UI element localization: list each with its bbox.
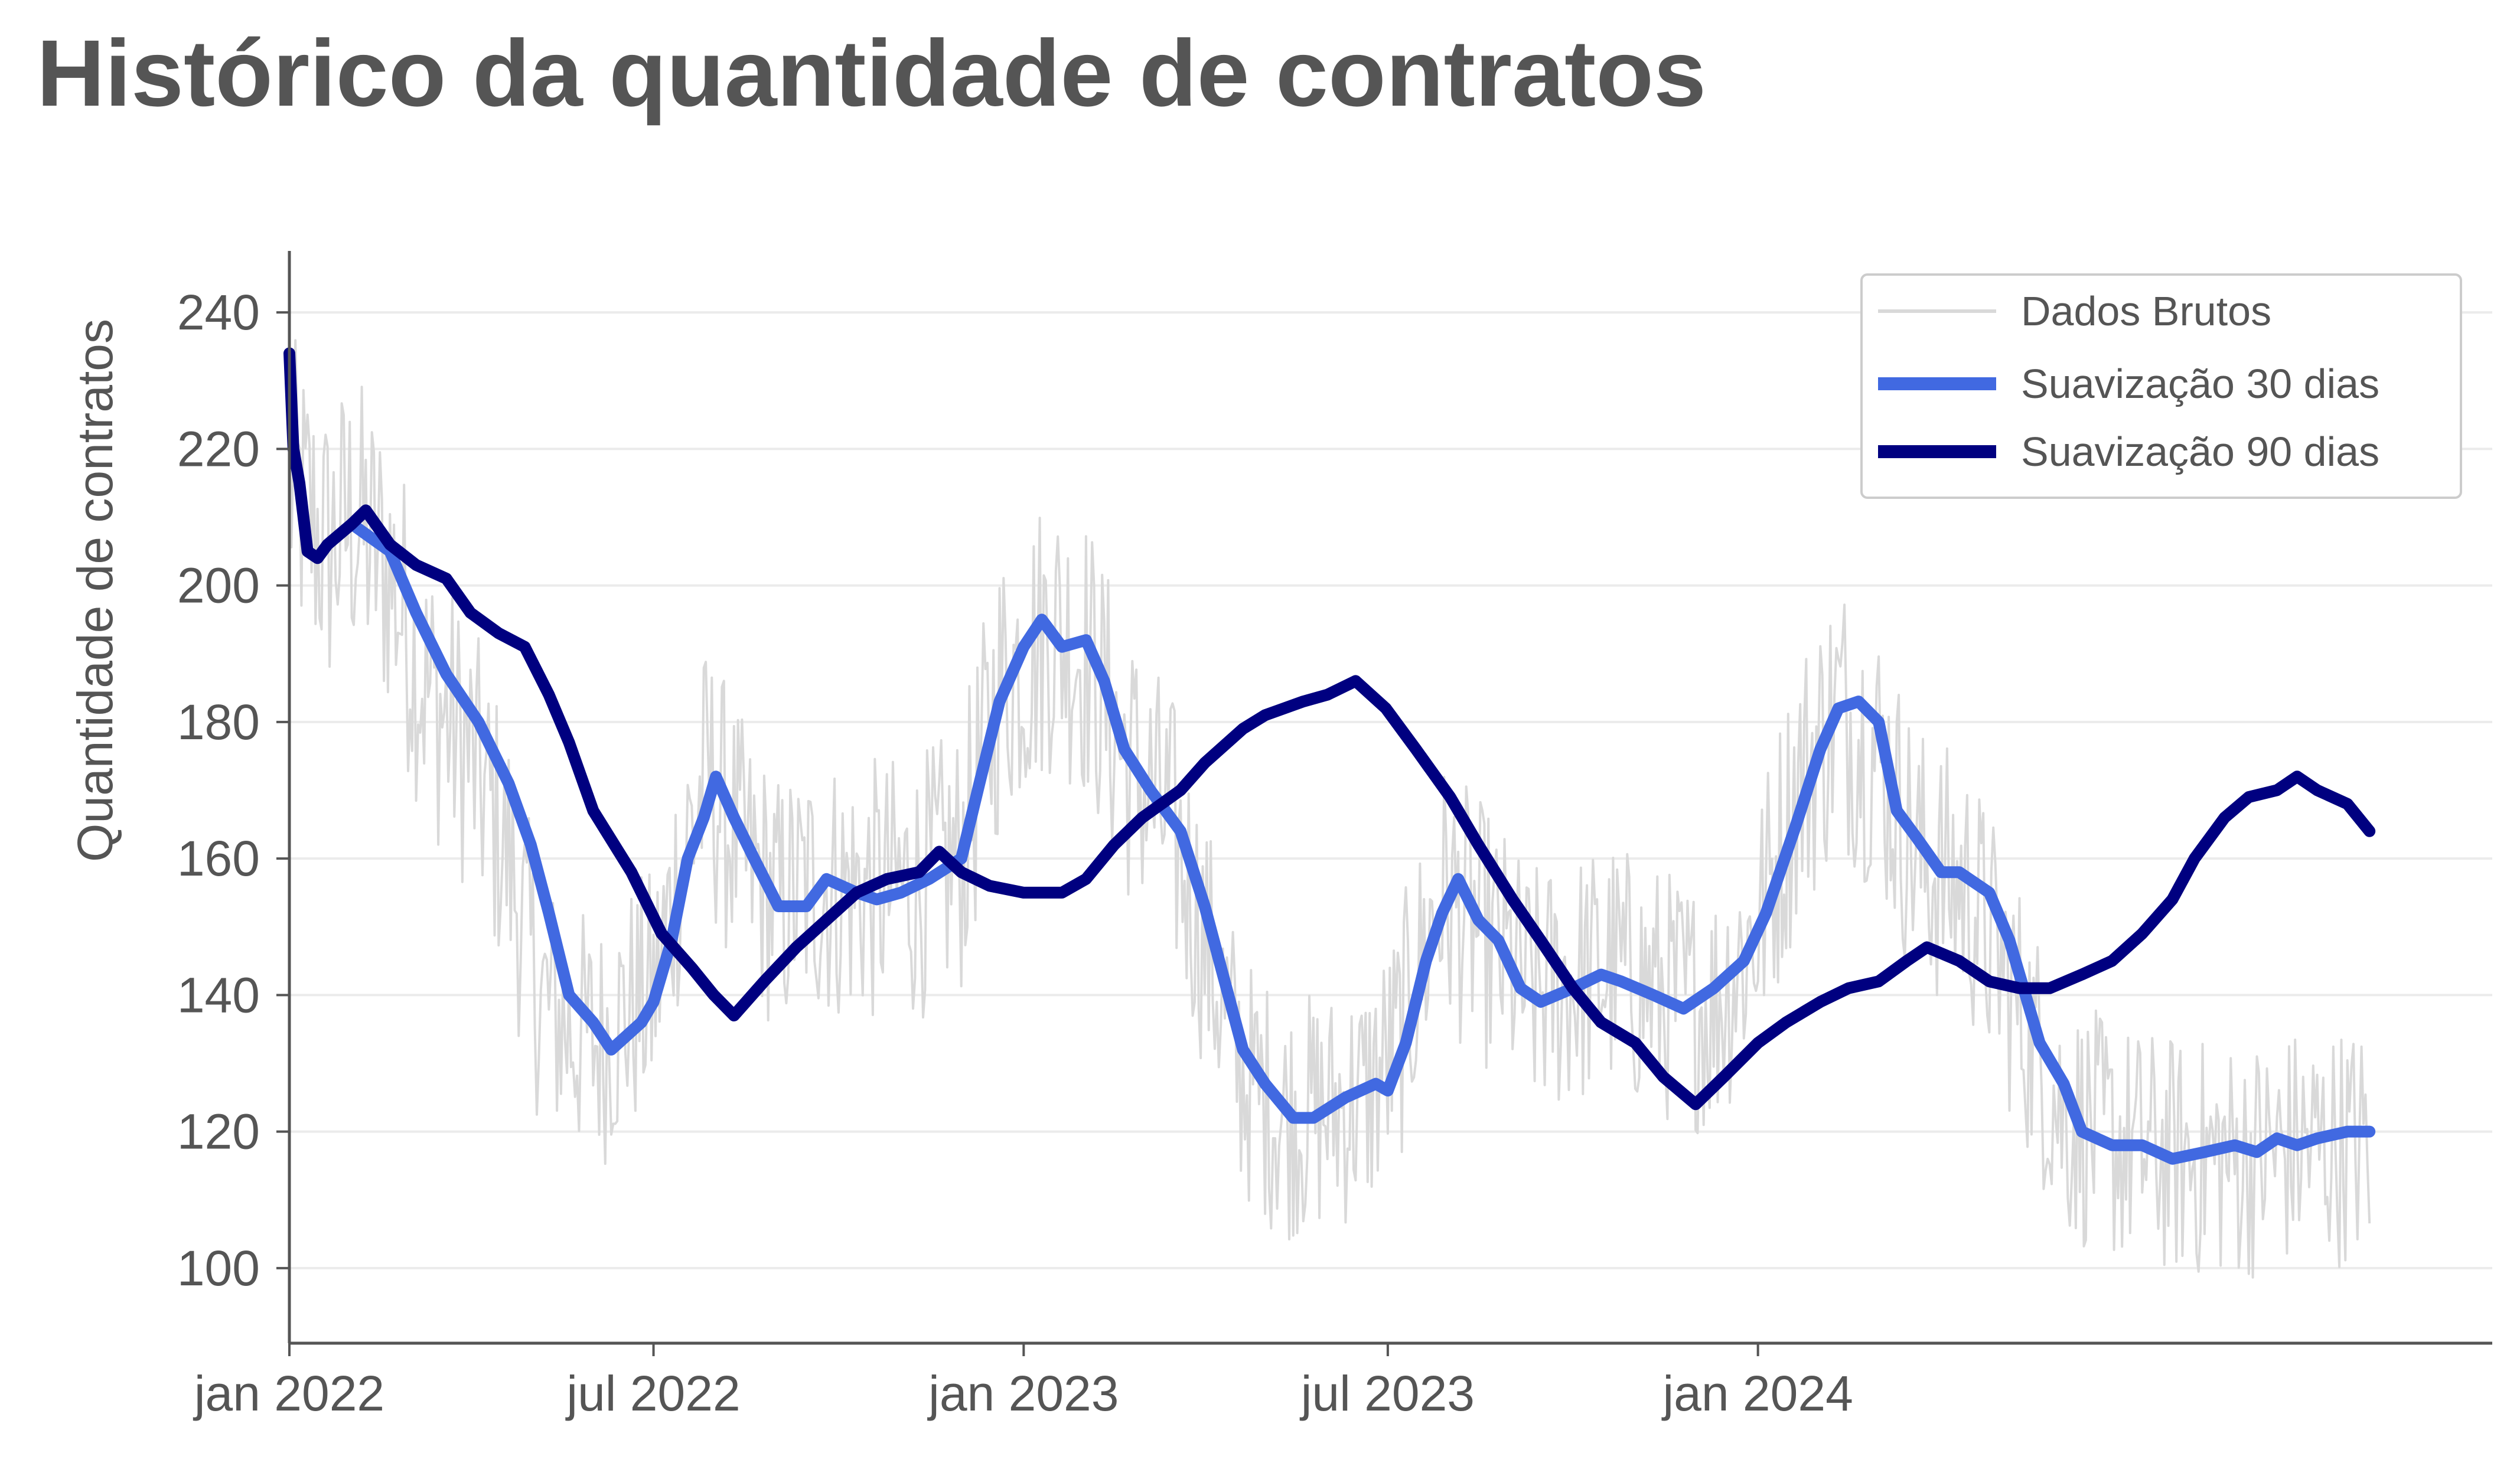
- legend-box: [1860, 273, 2462, 499]
- series-raw-line: [288, 339, 2371, 1279]
- x-tick-label-2: jan 2023: [927, 1366, 1119, 1421]
- raw-data-series: [288, 339, 2371, 1279]
- y-tick-label-100: 100: [177, 1240, 260, 1296]
- y-tick-label-140: 140: [177, 967, 260, 1023]
- y-tick-label-120: 120: [177, 1104, 260, 1160]
- x-tick-label-4: jan 2024: [1661, 1366, 1853, 1421]
- y-tick-label-220: 220: [177, 421, 260, 476]
- axes: [288, 251, 2492, 1345]
- legend-label-smooth90: Suavização 90 dias: [2021, 429, 2379, 475]
- x-tick-label-1: jul 2022: [565, 1366, 740, 1421]
- y-tick-label-200: 200: [177, 558, 260, 613]
- x-tick-label-0: jan 2022: [193, 1366, 384, 1421]
- y-axis-ticks: 100 120 140 160 180 200 220 240: [177, 285, 289, 1296]
- y-tick-label-180: 180: [177, 694, 260, 750]
- smoothed-series: [283, 347, 2376, 1165]
- legend-label-raw: Dados Brutos: [2021, 288, 2271, 334]
- y-tick-label-160: 160: [177, 831, 260, 886]
- legend: Dados Brutos Suavização 30 dias Suavizaç…: [1860, 273, 2462, 499]
- chart-title: Histórico da quantidade de contratos: [37, 20, 1707, 126]
- y-axis-title: Quantidade de contratos: [67, 319, 123, 862]
- x-tick-label-3: jul 2023: [1299, 1366, 1475, 1421]
- series-smooth30-line: [345, 518, 2376, 1165]
- x-axis-ticks: jan 2022 jul 2022 jan 2023 jul 2023 jan 2024: [193, 1343, 1853, 1421]
- series-smooth90-line: [283, 347, 2376, 1111]
- y-tick-label-240: 240: [177, 285, 260, 340]
- legend-label-smooth30: Suavização 30 dias: [2021, 361, 2379, 407]
